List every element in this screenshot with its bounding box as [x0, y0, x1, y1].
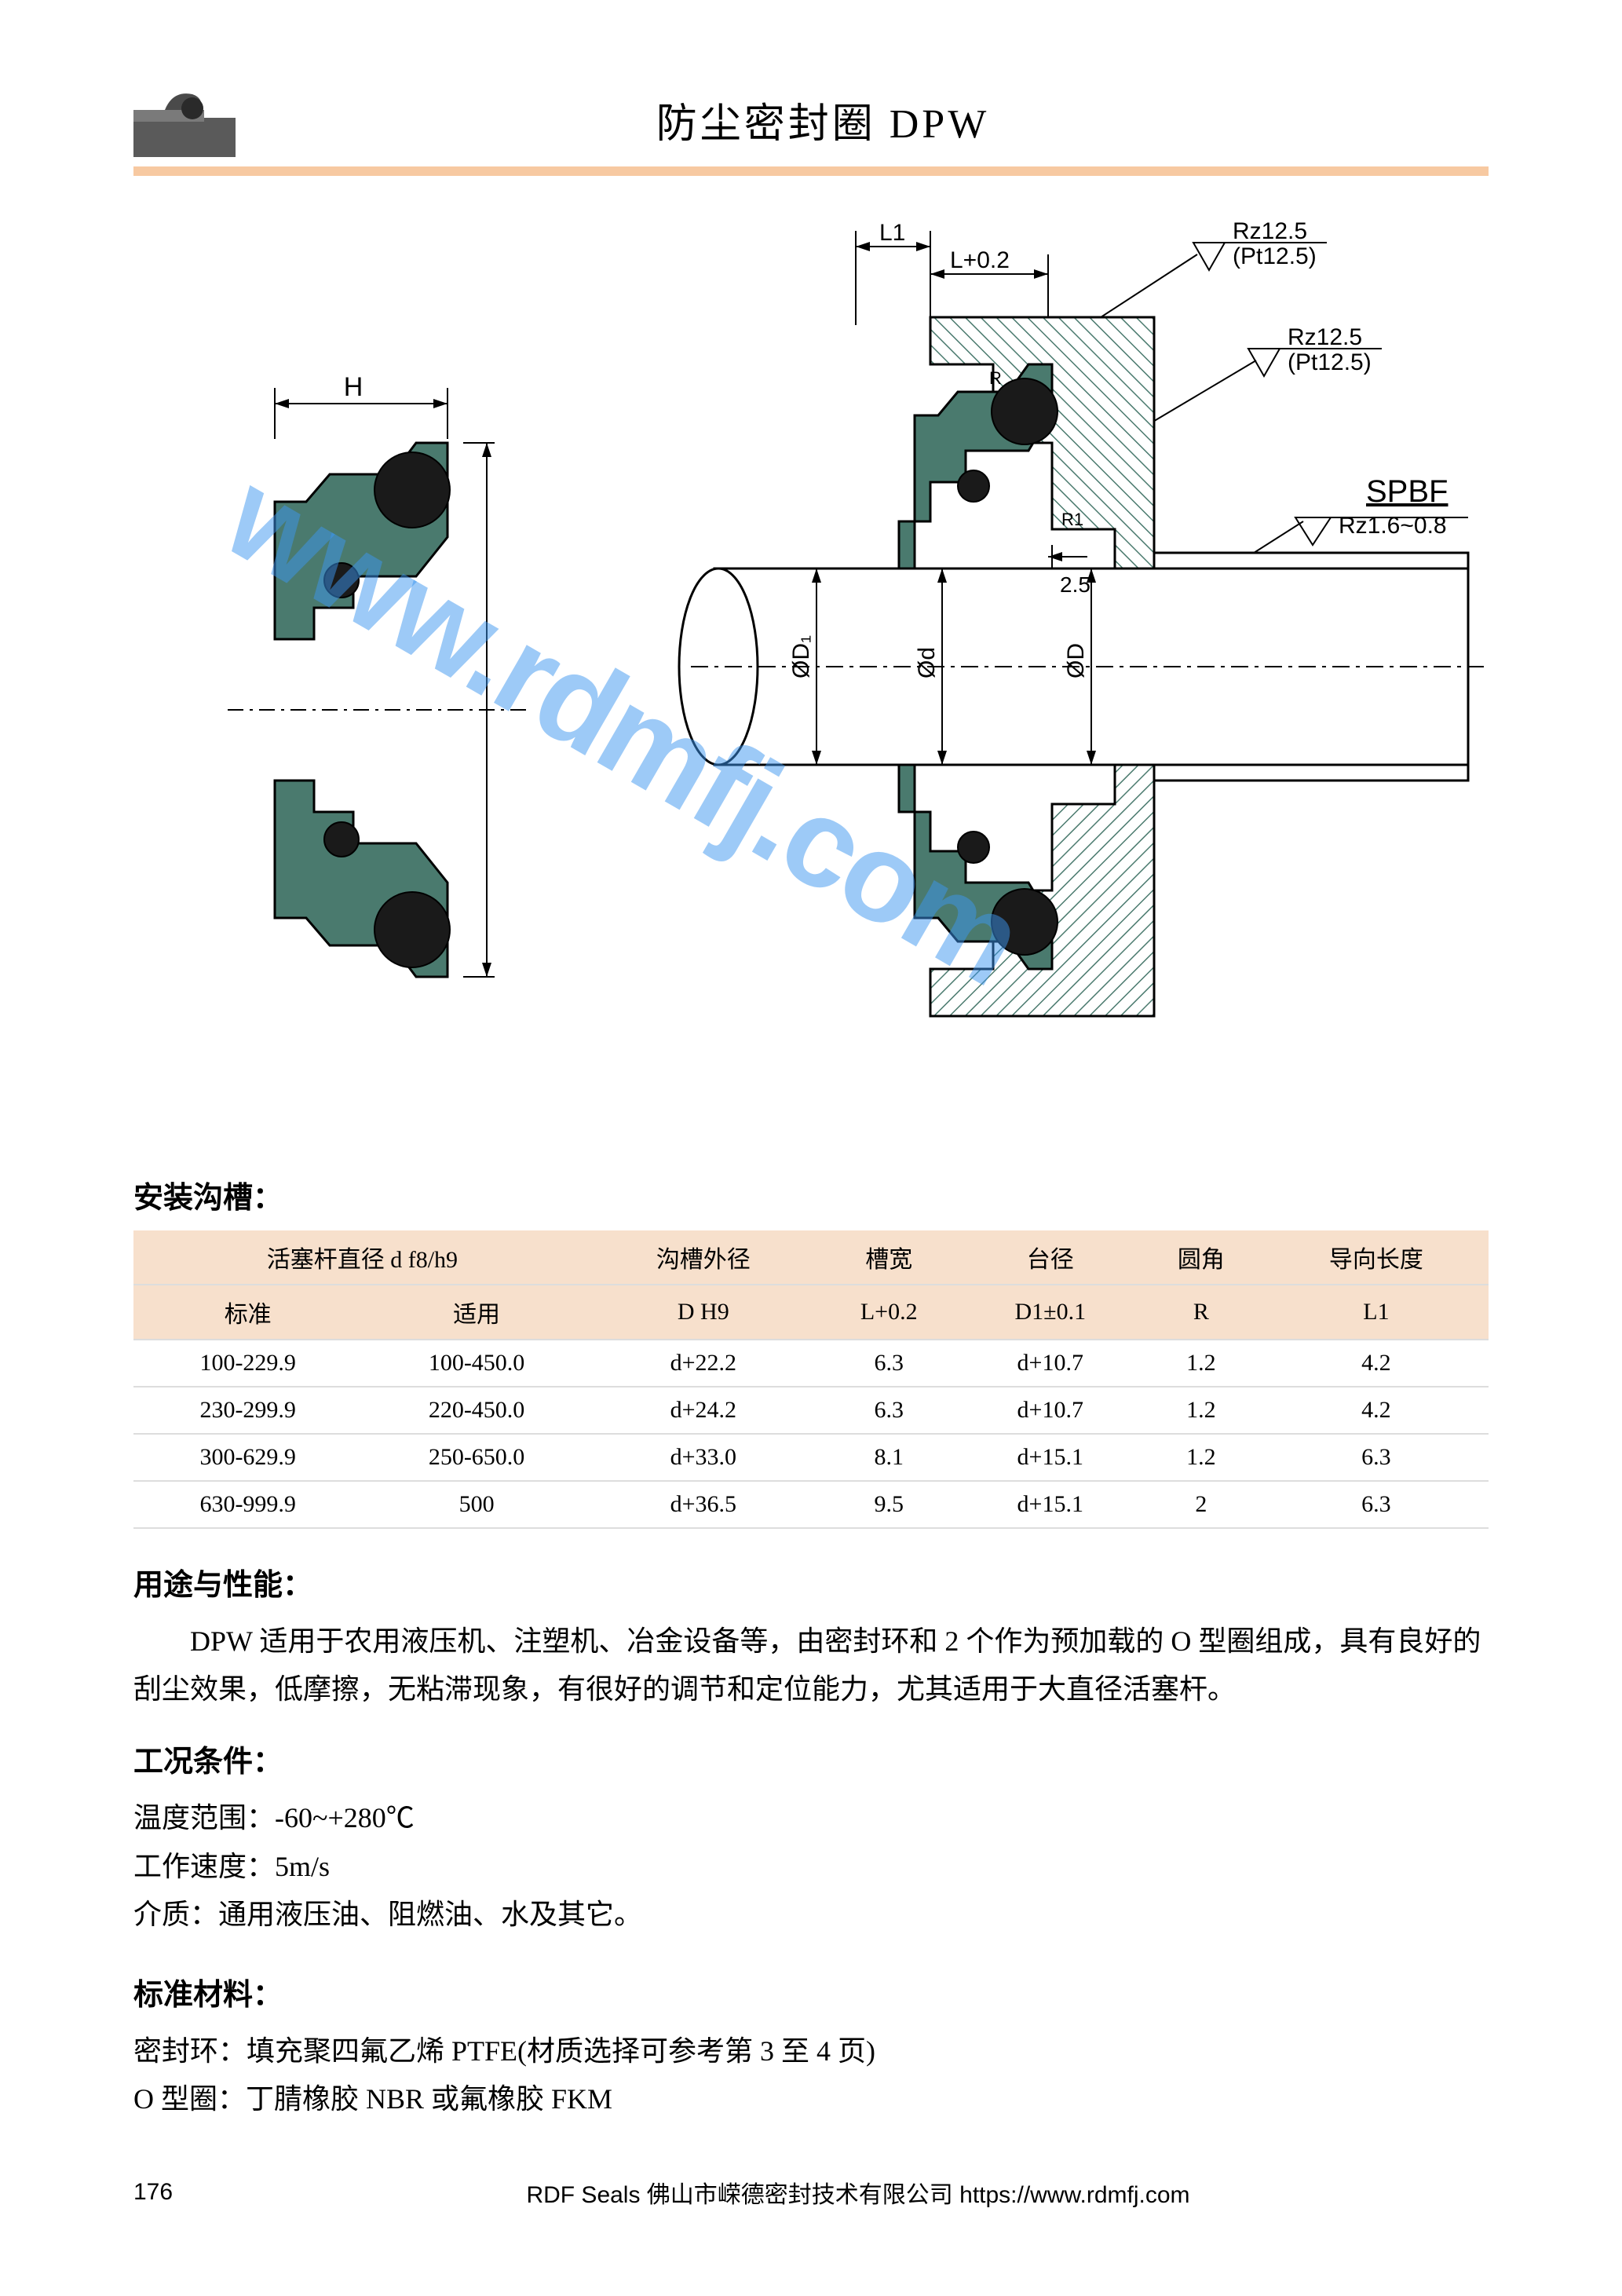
table-cell: 6.3 [816, 1387, 963, 1434]
table-cell: 1.2 [1138, 1340, 1264, 1387]
th-dh9: D H9 [591, 1285, 816, 1340]
table-row: 630-999.9500d+36.59.5d+15.126.3 [133, 1481, 1489, 1528]
table-cell: 100-450.0 [362, 1340, 590, 1387]
th-d1: D1±0.1 [963, 1285, 1138, 1340]
table-row: 300-629.9250-650.0d+33.08.1d+15.11.26.3 [133, 1434, 1489, 1481]
dia-D: ØD [1063, 643, 1089, 678]
table-cell: 500 [362, 1481, 590, 1528]
table-cell: d+15.1 [963, 1434, 1138, 1481]
page-title: 防尘密封圈 DPW [157, 90, 1489, 157]
table-cell: d+10.7 [963, 1340, 1138, 1387]
table-cell: 4.2 [1264, 1387, 1489, 1434]
usage-text: DPW 适用于农用液压机、注塑机、冶金设备等，由密封环和 2 个作为预加载的 O… [133, 1618, 1489, 1713]
th-std: 标准 [133, 1285, 362, 1340]
spbf-label: SPBF [1366, 474, 1448, 509]
table-cell: 250-650.0 [362, 1434, 590, 1481]
table-row: 100-229.9100-450.0d+22.26.3d+10.71.24.2 [133, 1340, 1489, 1387]
groove-table: 活塞杆直径 d f8/h9 沟槽外径 槽宽 台径 圆角 导向长度 标准 适用 D… [133, 1230, 1489, 1529]
dim-l02: L+0.2 [950, 247, 1010, 273]
table-cell: d+33.0 [591, 1434, 816, 1481]
r1-label: R1 [1061, 510, 1083, 529]
table-cell: 1.2 [1138, 1387, 1264, 1434]
dia-d1: ØD₁ [788, 635, 814, 678]
th-radius: 圆角 [1138, 1230, 1264, 1285]
note-pt1: (Pt12.5) [1233, 243, 1317, 269]
cond-medium: 介质：通用液压油、阻燃油、水及其它。 [133, 1891, 1489, 1939]
table-cell: 100-229.9 [133, 1340, 362, 1387]
table-cell: d+10.7 [963, 1387, 1138, 1434]
table-cell: 1.2 [1138, 1434, 1264, 1481]
th-r: R [1138, 1285, 1264, 1340]
footer-text: RDF Seals 佛山市嵘德密封技术有限公司 https://www.rdmf… [228, 2175, 1489, 2210]
table-cell: d+24.2 [591, 1387, 816, 1434]
th-apply: 适用 [362, 1285, 590, 1340]
table-row: 230-299.9220-450.0d+24.26.3d+10.71.24.2 [133, 1387, 1489, 1434]
page-number: 176 [133, 2179, 228, 2206]
table-cell: 9.5 [816, 1481, 963, 1528]
th-groove-width: 槽宽 [816, 1230, 963, 1285]
heading-material: 标准材料： [133, 1970, 1489, 2013]
table-cell: 4.2 [1264, 1340, 1489, 1387]
table-cell: 230-299.9 [133, 1387, 362, 1434]
r-label-top: R [989, 368, 1002, 388]
th-groove-od: 沟槽外径 [591, 1230, 816, 1285]
cond-speed: 工作速度：5m/s [133, 1843, 1489, 1891]
title-rule [133, 166, 1489, 176]
table-cell: 8.1 [816, 1434, 963, 1481]
mat-oring: O 型圈：丁腈橡胶 NBR 或氟橡胶 FKM [133, 2075, 1489, 2123]
table-cell: d+36.5 [591, 1481, 816, 1528]
th-l1: L1 [1264, 1285, 1489, 1340]
table-cell: 220-450.0 [362, 1387, 590, 1434]
th-guide-len: 导向长度 [1264, 1230, 1489, 1285]
heading-groove: 安装沟槽： [133, 1173, 1489, 1216]
table-cell: 300-629.9 [133, 1434, 362, 1481]
spbf-sub: Rz1.6~0.8 [1339, 513, 1447, 539]
table-cell: 630-999.9 [133, 1481, 362, 1528]
th-rod-dia: 活塞杆直径 d f8/h9 [133, 1230, 591, 1285]
heading-conditions: 工况条件： [133, 1737, 1489, 1780]
dim-h-label: H [344, 372, 363, 402]
table-cell: 6.3 [816, 1340, 963, 1387]
cond-temp: 温度范围：-60~+280℃ [133, 1794, 1489, 1842]
technical-diagram: H [133, 207, 1489, 1134]
table-cell: 6.3 [1264, 1434, 1489, 1481]
page-header: 防尘密封圈 DPW [133, 86, 1489, 157]
table-cell: 6.3 [1264, 1481, 1489, 1528]
th-step-dia: 台径 [963, 1230, 1138, 1285]
dim-l1: L1 [879, 220, 905, 246]
table-cell: d+15.1 [963, 1481, 1138, 1528]
table-cell: 2 [1138, 1481, 1264, 1528]
page-footer: 176 RDF Seals 佛山市嵘德密封技术有限公司 https://www.… [133, 2175, 1489, 2210]
heading-usage: 用途与性能： [133, 1560, 1489, 1603]
note-rz2: Rz12.5 [1288, 324, 1362, 350]
note-pt2: (Pt12.5) [1288, 349, 1372, 375]
dia-d: Ød [914, 647, 940, 678]
table-cell: d+22.2 [591, 1340, 816, 1387]
th-l02: L+0.2 [816, 1285, 963, 1340]
gap-25: 2.5 [1060, 572, 1090, 597]
mat-ring: 密封环：填充聚四氟乙烯 PTFE(材质选择可参考第 3 至 4 页) [133, 2027, 1489, 2075]
note-rz1: Rz12.5 [1233, 218, 1307, 244]
